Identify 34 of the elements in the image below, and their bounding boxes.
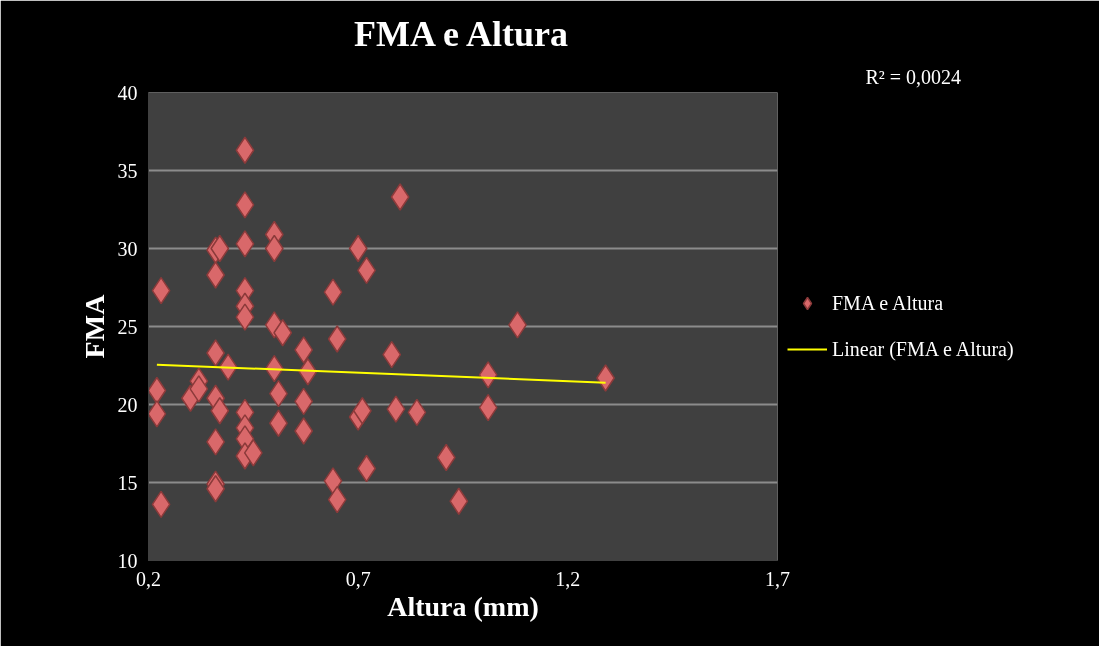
y-tick-label: 15 bbox=[117, 471, 138, 494]
point bbox=[390, 183, 410, 211]
y-axis-title: FMA bbox=[78, 293, 110, 359]
point bbox=[294, 336, 314, 364]
x-tick-label: 1,2 bbox=[555, 567, 581, 590]
point bbox=[235, 303, 255, 331]
x-tick-label: 1,7 bbox=[765, 567, 790, 590]
point bbox=[235, 230, 255, 258]
legend-label: Linear (FMA e Altura) bbox=[832, 337, 1014, 361]
point bbox=[294, 417, 314, 445]
point bbox=[206, 339, 226, 367]
y-tick-label: 35 bbox=[117, 159, 138, 182]
y-tick-label: 30 bbox=[117, 237, 138, 260]
y-tick-label: 25 bbox=[117, 315, 138, 338]
point bbox=[449, 487, 469, 515]
point bbox=[323, 467, 343, 495]
point bbox=[235, 191, 255, 219]
point bbox=[189, 375, 209, 403]
x-tick-label: 0,7 bbox=[345, 567, 371, 590]
y-tick-label: 10 bbox=[117, 549, 138, 572]
point bbox=[386, 395, 406, 423]
x-axis-title: Altura (mm) bbox=[387, 590, 539, 622]
legend-label: FMA e Altura bbox=[832, 291, 944, 315]
point bbox=[206, 428, 226, 456]
y-tick-label: 20 bbox=[117, 393, 138, 416]
point bbox=[243, 439, 263, 467]
point bbox=[323, 278, 343, 306]
point bbox=[327, 325, 347, 353]
text: R² = 0,0024 bbox=[865, 65, 962, 88]
y-tick-label: 40 bbox=[117, 81, 138, 104]
point bbox=[206, 261, 226, 289]
point bbox=[235, 136, 255, 164]
chart-title: FMA e Altura bbox=[354, 13, 568, 54]
x-tick-label: 0,2 bbox=[136, 567, 161, 590]
